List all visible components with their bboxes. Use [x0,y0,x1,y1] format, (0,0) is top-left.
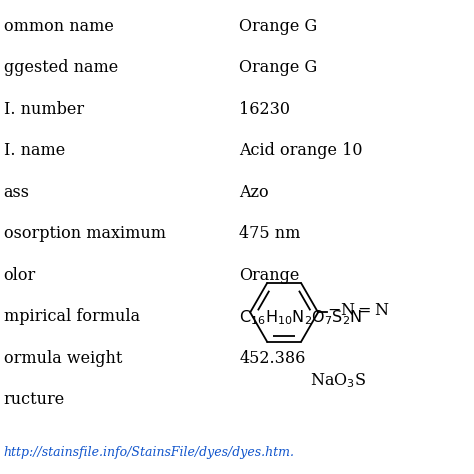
Text: I. number: I. number [4,101,84,118]
Text: Orange G: Orange G [239,18,318,35]
Text: olor: olor [4,267,36,283]
Text: Orange G: Orange G [239,59,318,76]
Text: ormula weight: ormula weight [4,350,122,366]
Text: NaO$_3$S: NaO$_3$S [310,371,366,390]
Text: 16230: 16230 [239,101,291,118]
Text: ommon name: ommon name [4,18,114,35]
Text: Orange: Orange [239,267,300,283]
Text: ass: ass [4,184,30,201]
Text: ructure: ructure [4,391,65,408]
Text: mpirical formula: mpirical formula [4,308,140,325]
Text: $\mathrm{C_{16}H_{10}N_2O_7S_2N}$: $\mathrm{C_{16}H_{10}N_2O_7S_2N}$ [239,308,363,327]
Text: 452.386: 452.386 [239,350,306,366]
Text: 475 nm: 475 nm [239,225,301,242]
Text: http://stainsfile.info/StainsFile/dyes/dyes.htm.: http://stainsfile.info/StainsFile/dyes/d… [4,447,295,459]
Text: Azo: Azo [239,184,269,201]
Text: I. name: I. name [4,142,65,159]
Text: ggested name: ggested name [4,59,118,76]
Text: Acid orange 10: Acid orange 10 [239,142,363,159]
Text: $-$N$=$N: $-$N$=$N [328,302,390,319]
Text: osorption maximum: osorption maximum [4,225,166,242]
